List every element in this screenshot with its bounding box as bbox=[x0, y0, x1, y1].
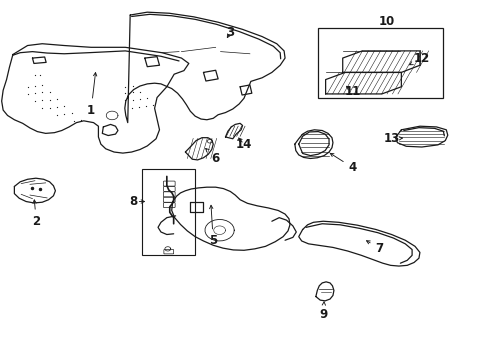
Text: 7: 7 bbox=[367, 241, 384, 255]
Text: 3: 3 bbox=[226, 26, 234, 39]
Bar bbox=[143, 169, 195, 255]
Text: 1: 1 bbox=[87, 73, 97, 117]
Text: 9: 9 bbox=[319, 302, 327, 321]
Bar bbox=[318, 28, 443, 98]
Text: 11: 11 bbox=[344, 85, 361, 98]
Text: 8: 8 bbox=[129, 195, 138, 208]
Text: 12: 12 bbox=[410, 51, 430, 65]
Text: 14: 14 bbox=[236, 138, 252, 150]
Text: 10: 10 bbox=[379, 15, 395, 28]
Text: 6: 6 bbox=[206, 148, 220, 165]
Text: 2: 2 bbox=[32, 200, 41, 228]
Text: 5: 5 bbox=[209, 205, 218, 247]
Text: 4: 4 bbox=[330, 153, 357, 174]
Text: 13: 13 bbox=[384, 132, 400, 145]
